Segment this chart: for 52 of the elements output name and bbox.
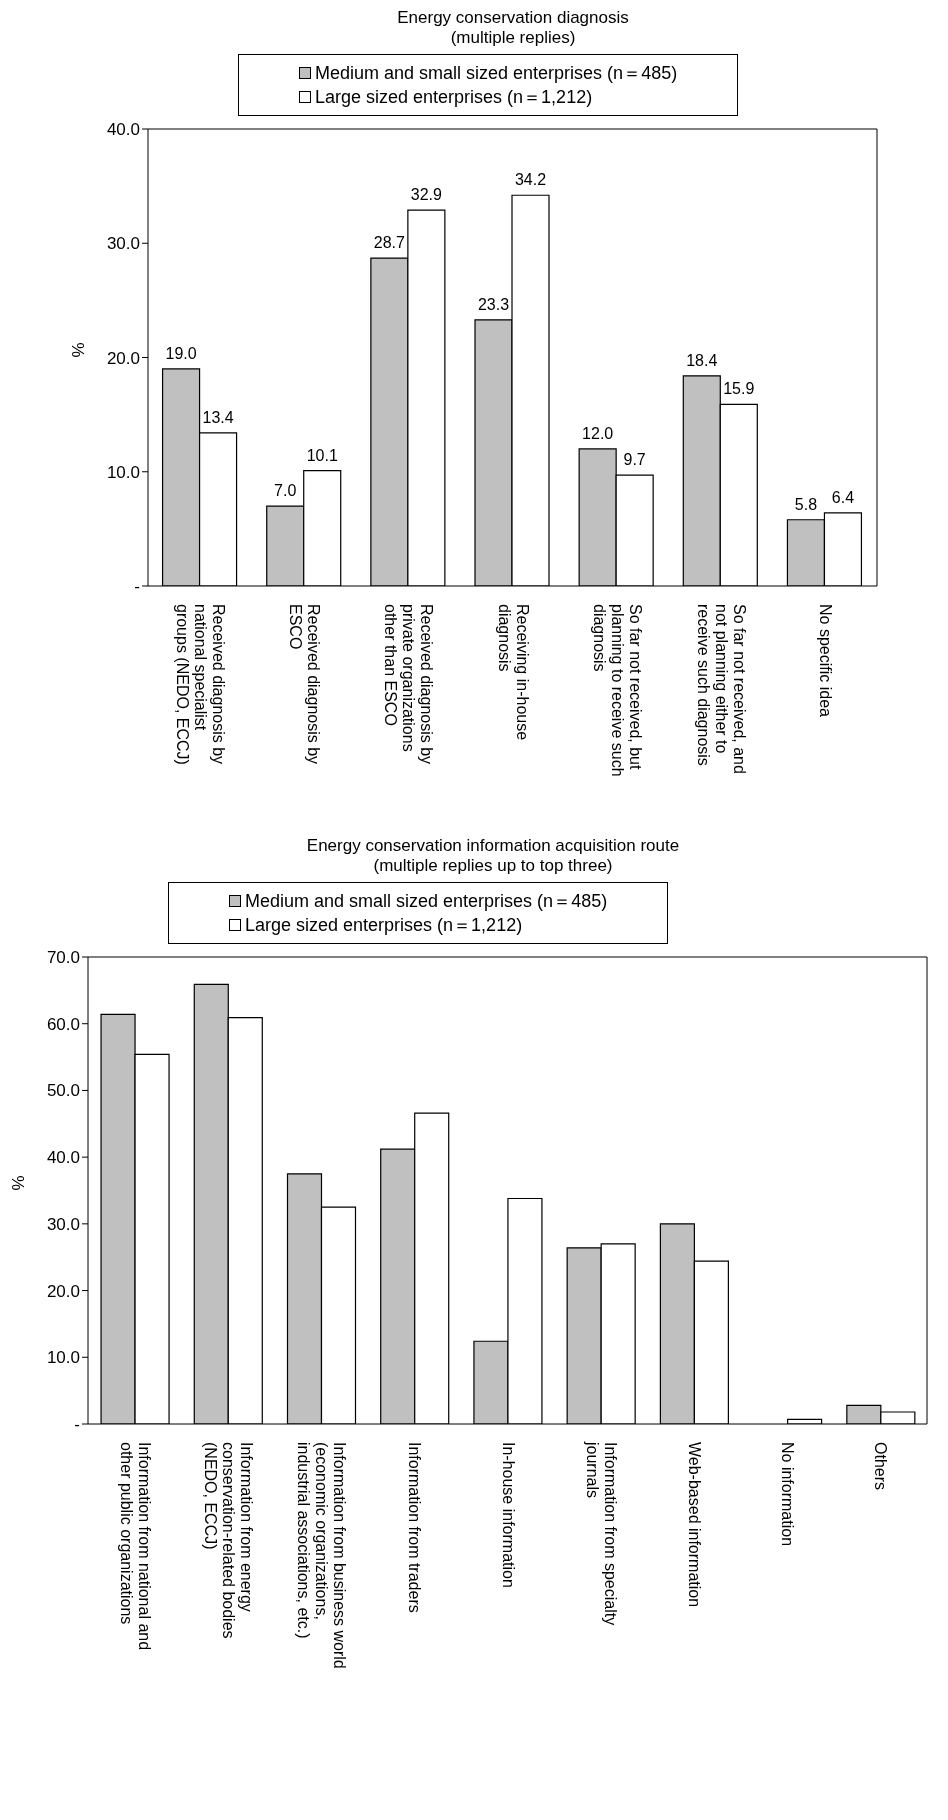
x-tick-label: Received diagnosis by private organizations other than ESCO (382, 604, 436, 765)
data-label: 19.0 (165, 344, 197, 362)
y-tick-label: 10.0 (106, 462, 140, 482)
data-label: 12.0 (582, 424, 614, 442)
data-label: 28.7 (373, 234, 406, 252)
y-tick-label: - (134, 577, 140, 597)
data-label: 23.3 (477, 295, 510, 313)
x-tick-label: Others (872, 1442, 890, 1491)
x-tick-label: Receiving in-house diagnosis (495, 604, 531, 741)
data-label: 6.4 (831, 488, 855, 506)
y-tick-label: - (74, 1415, 80, 1435)
data-label: 10.1 (306, 446, 338, 464)
data-label: 5.8 (794, 495, 818, 513)
x-tick-label: Information from energy conservation-related bodies (NEDO, ECCJ) (201, 1442, 255, 1639)
x-tick-label: Information from national and other public organizations (117, 1442, 153, 1651)
x-tick-label: No specific idea (816, 604, 834, 718)
y-tick-label: 30.0 (106, 234, 140, 254)
x-tick-label: Information from traders (406, 1442, 424, 1613)
y-tick-label: 10.0 (46, 1348, 80, 1368)
y-axis-title: % (69, 342, 89, 358)
legend-label: Large sized enterprises (n＝1,212) (245, 914, 523, 937)
x-tick-label: Web-based information (685, 1442, 703, 1608)
data-label: 9.7 (623, 451, 646, 469)
x-tick-label: Information from specialty journals (583, 1441, 619, 1626)
y-tick-label: 40.0 (106, 120, 140, 140)
chart-subtitle: (multiple replies) (449, 28, 577, 48)
chart-title: Energy conservation information acquisition route (305, 836, 681, 856)
y-tick-label: 60.0 (46, 1014, 80, 1034)
legend-label: Medium and small sized enterprises (n＝485) (245, 890, 608, 913)
y-tick-label: 20.0 (106, 348, 140, 368)
data-label: 7.0 (274, 482, 297, 500)
y-tick-label: 50.0 (46, 1081, 80, 1101)
x-tick-label: So far not received, but planning to receive such diagnosis (590, 604, 644, 777)
x-tick-label: In-house information (499, 1442, 517, 1588)
chart-subtitle: (multiple replies up to top three) (372, 856, 614, 876)
y-tick-label: 70.0 (46, 948, 80, 968)
x-tick-label: No information (779, 1442, 797, 1547)
y-axis-title: % (9, 1175, 29, 1191)
data-label: 34.2 (514, 171, 547, 189)
chart-title: Energy conservation diagnosis (396, 8, 630, 28)
y-tick-label: 20.0 (46, 1281, 80, 1301)
legend-label: Medium and small sized enterprises (n＝485) (315, 62, 678, 85)
data-label: 15.9 (723, 380, 755, 398)
x-tick-label: Received diagnosis by national specialist groups (NEDO, ECCJ) (174, 604, 228, 765)
data-label: 32.9 (410, 186, 443, 204)
data-label: 18.4 (686, 351, 718, 369)
legend-label: Large sized enterprises (n＝1,212) (315, 86, 593, 109)
x-tick-label: Information from business world (economic organizations, industrial associations, etc.) (295, 1442, 349, 1669)
y-tick-label: 30.0 (46, 1214, 80, 1234)
x-tick-label: Received diagnosis by ESCO (287, 604, 323, 765)
data-label: 13.4 (202, 408, 234, 426)
y-tick-label: 40.0 (46, 1148, 80, 1168)
